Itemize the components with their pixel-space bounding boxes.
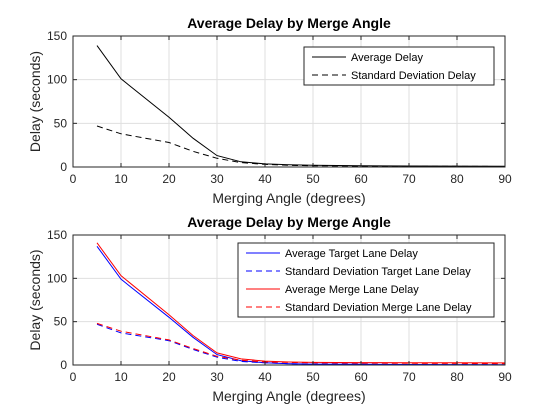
chart-title: Average Delay by Merge Angle — [187, 214, 391, 230]
x-tick-label: 90 — [498, 172, 512, 186]
legend-box — [303, 46, 495, 86]
x-tick-label: 20 — [162, 370, 176, 384]
x-tick-label: 20 — [162, 172, 176, 186]
x-tick-label: 90 — [498, 370, 512, 384]
axes-box — [72, 234, 506, 366]
axes-box — [72, 35, 506, 168]
x-tick-label: 80 — [450, 172, 464, 186]
chart-title: Average Delay by Merge Angle — [187, 15, 391, 31]
legend-entry: Average Delay — [351, 52, 423, 64]
y-tick-label: 150 — [47, 228, 67, 242]
y-tick-label: 100 — [47, 271, 67, 285]
legend: Average Target Lane Delay Standard Deviat… — [237, 242, 495, 318]
x-tick-label: 40 — [258, 370, 272, 384]
legend-entry: Standard Deviation Merge Lane Delay — [285, 302, 472, 314]
x-tick-label: 60 — [354, 172, 368, 186]
legend-entry: Average Target Lane Delay — [285, 248, 418, 260]
legend: Average Delay Standard Deviation Delay — [303, 46, 495, 86]
legend-entry: Standard Deviation Target Lane Delay — [285, 266, 471, 278]
chart-panel-1: 0 10 20 30 40 50 60 70 80 90 0 50 100 150 Average Dela… — [27, 15, 512, 206]
x-tick-label: 60 — [354, 370, 368, 384]
x-tick-label: 0 — [70, 172, 77, 186]
x-tick-label: 10 — [114, 172, 128, 186]
x-axis-label: Merging Angle (degrees) — [212, 388, 365, 404]
x-tick-label: 30 — [210, 172, 224, 186]
x-tick-label: 10 — [114, 370, 128, 384]
x-axis-label: Merging Angle (degrees) — [212, 190, 365, 206]
x-tick-label: 50 — [306, 172, 320, 186]
x-tick-label: 40 — [258, 172, 272, 186]
y-tick-label: 0 — [60, 358, 67, 372]
y-tick-label: 50 — [54, 315, 68, 329]
y-tick-label: 100 — [47, 73, 67, 87]
y-axis-label: Delay (seconds) — [27, 249, 43, 350]
y-axis-label: Delay (seconds) — [27, 51, 43, 152]
x-tick-label: 70 — [402, 370, 416, 384]
chart-panel-2: 0 10 20 30 40 50 60 70 80 90 0 50 100 150 Average Dela… — [27, 214, 512, 404]
y-tick-label: 150 — [47, 29, 67, 43]
x-tick-label: 30 — [210, 370, 224, 384]
legend-entry: Average Merge Lane Delay — [285, 284, 419, 296]
y-tick-label: 50 — [54, 116, 68, 130]
x-tick-label: 80 — [450, 370, 464, 384]
y-tick-label: 0 — [60, 160, 67, 174]
legend-entry: Standard Deviation Delay — [351, 70, 476, 82]
x-tick-label: 50 — [306, 370, 320, 384]
legend-box — [237, 242, 495, 318]
x-tick-label: 0 — [70, 370, 77, 384]
x-tick-label: 70 — [402, 172, 416, 186]
